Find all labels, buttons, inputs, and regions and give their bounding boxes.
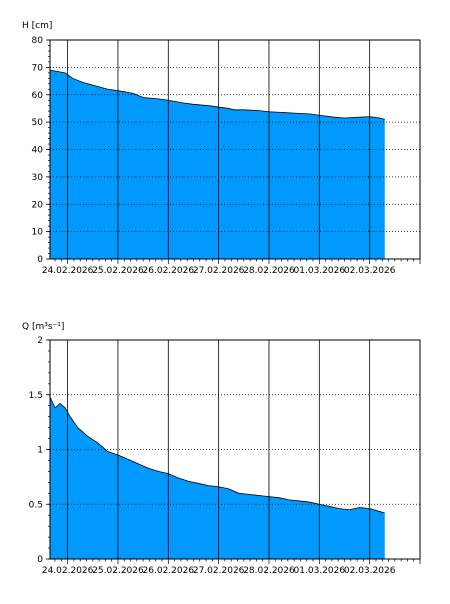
discharge-x-tick-label: 24.02.2026	[42, 566, 94, 576]
water-level-y-tick-label: 80	[32, 36, 44, 46]
discharge-series-line	[49, 396, 385, 514]
discharge-y-tick-label: 0	[37, 555, 43, 565]
water-level-axis-label: H [cm]	[22, 21, 52, 31]
water-level-y-tick-label: 40	[32, 146, 44, 156]
discharge-y-tick-label: 1.5	[29, 391, 43, 401]
water-level-y-tick-label: 50	[32, 118, 44, 128]
water-level-y-tick-label: 30	[32, 173, 44, 183]
water-level-x-tick-label: 02.03.2026	[344, 266, 396, 276]
water-level-y-tick-label: 60	[32, 91, 44, 101]
water-level-area	[50, 70, 385, 259]
water-level-x-tick-label: 27.02.2026	[193, 266, 245, 276]
discharge-x-tick-label: 02.03.2026	[344, 566, 396, 576]
discharge-y-tick-label: 0.5	[29, 500, 43, 510]
discharge-x-tick-label: 01.03.2026	[294, 566, 346, 576]
water-level-x-tick-label: 01.03.2026	[294, 266, 346, 276]
discharge-chart: Q [m³s⁻¹] 00.511.5224.02.202625.02.20262…	[22, 322, 421, 576]
water-level-x-tick-label: 26.02.2026	[143, 266, 195, 276]
discharge-y-tick-label: 1	[37, 446, 43, 456]
discharge-y-tick-label: 2	[37, 336, 43, 346]
water-level-x-tick-label: 24.02.2026	[42, 266, 94, 276]
discharge-area	[50, 396, 385, 559]
water-level-x-tick-label: 28.02.2026	[243, 266, 295, 276]
discharge-x-tick-label: 25.02.2026	[92, 566, 144, 576]
discharge-x-tick-label: 27.02.2026	[193, 566, 245, 576]
water-level-y-tick-label: 20	[32, 200, 44, 210]
discharge-x-tick-label: 28.02.2026	[243, 566, 295, 576]
water-level-y-tick-label: 0	[37, 255, 43, 265]
water-level-y-tick-label: 10	[32, 228, 44, 238]
water-level-y-tick-label: 70	[32, 63, 44, 73]
water-level-x-tick-label: 25.02.2026	[92, 266, 144, 276]
water-level-chart: H [cm] 0 10 20 30 40 50 60 70 80 24.02.202625.02.…	[22, 21, 421, 276]
discharge-axis-label: Q [m³s⁻¹]	[22, 322, 64, 332]
discharge-x-tick-label: 26.02.2026	[143, 566, 195, 576]
